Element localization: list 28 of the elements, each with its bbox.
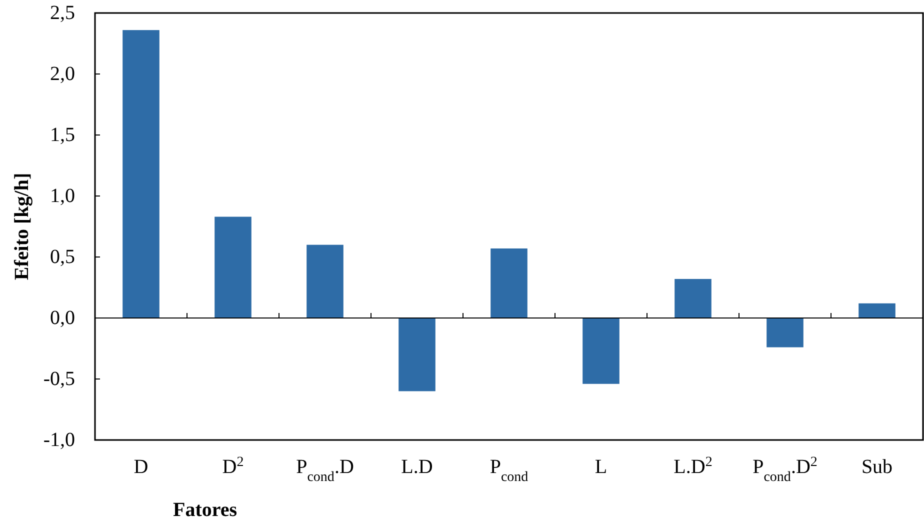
bar xyxy=(122,30,160,318)
y-tick-label: -1,0 xyxy=(43,429,75,451)
y-tick-label: 1,5 xyxy=(50,124,75,146)
bar xyxy=(766,318,804,348)
bar xyxy=(398,318,436,392)
x-tick-label: L.D xyxy=(401,456,433,478)
y-tick-label: 0,0 xyxy=(50,307,75,329)
x-tick-label: P$_{cond}$ xyxy=(490,456,528,484)
y-tick-label: 2,0 xyxy=(50,63,75,85)
x-tick-label: D xyxy=(134,456,148,478)
y-tick-label: 1,0 xyxy=(50,185,75,207)
y-tick-label: 0,5 xyxy=(50,246,75,268)
y-tick-label: 2,5 xyxy=(50,2,75,24)
x-tick-label: Sub xyxy=(861,456,893,478)
x-axis-title: Fatores xyxy=(173,499,238,521)
bar xyxy=(306,244,344,318)
bar xyxy=(490,248,528,318)
x-tick-label: L.D$^{2}$ xyxy=(674,454,712,478)
bar xyxy=(582,318,620,384)
x-tick-label: D$^{2}$ xyxy=(222,454,244,478)
x-tick-label: L xyxy=(594,456,608,478)
bar xyxy=(674,278,712,318)
bar xyxy=(214,216,252,318)
x-tick-label: P$_{cond}$.D$^{2}$ xyxy=(752,454,818,484)
x-tick-label: P$_{cond}$.D xyxy=(296,456,354,484)
bar xyxy=(858,303,896,318)
y-axis-title: Efeito [kg/h] xyxy=(11,172,33,280)
y-tick-label: -0,5 xyxy=(43,368,75,390)
